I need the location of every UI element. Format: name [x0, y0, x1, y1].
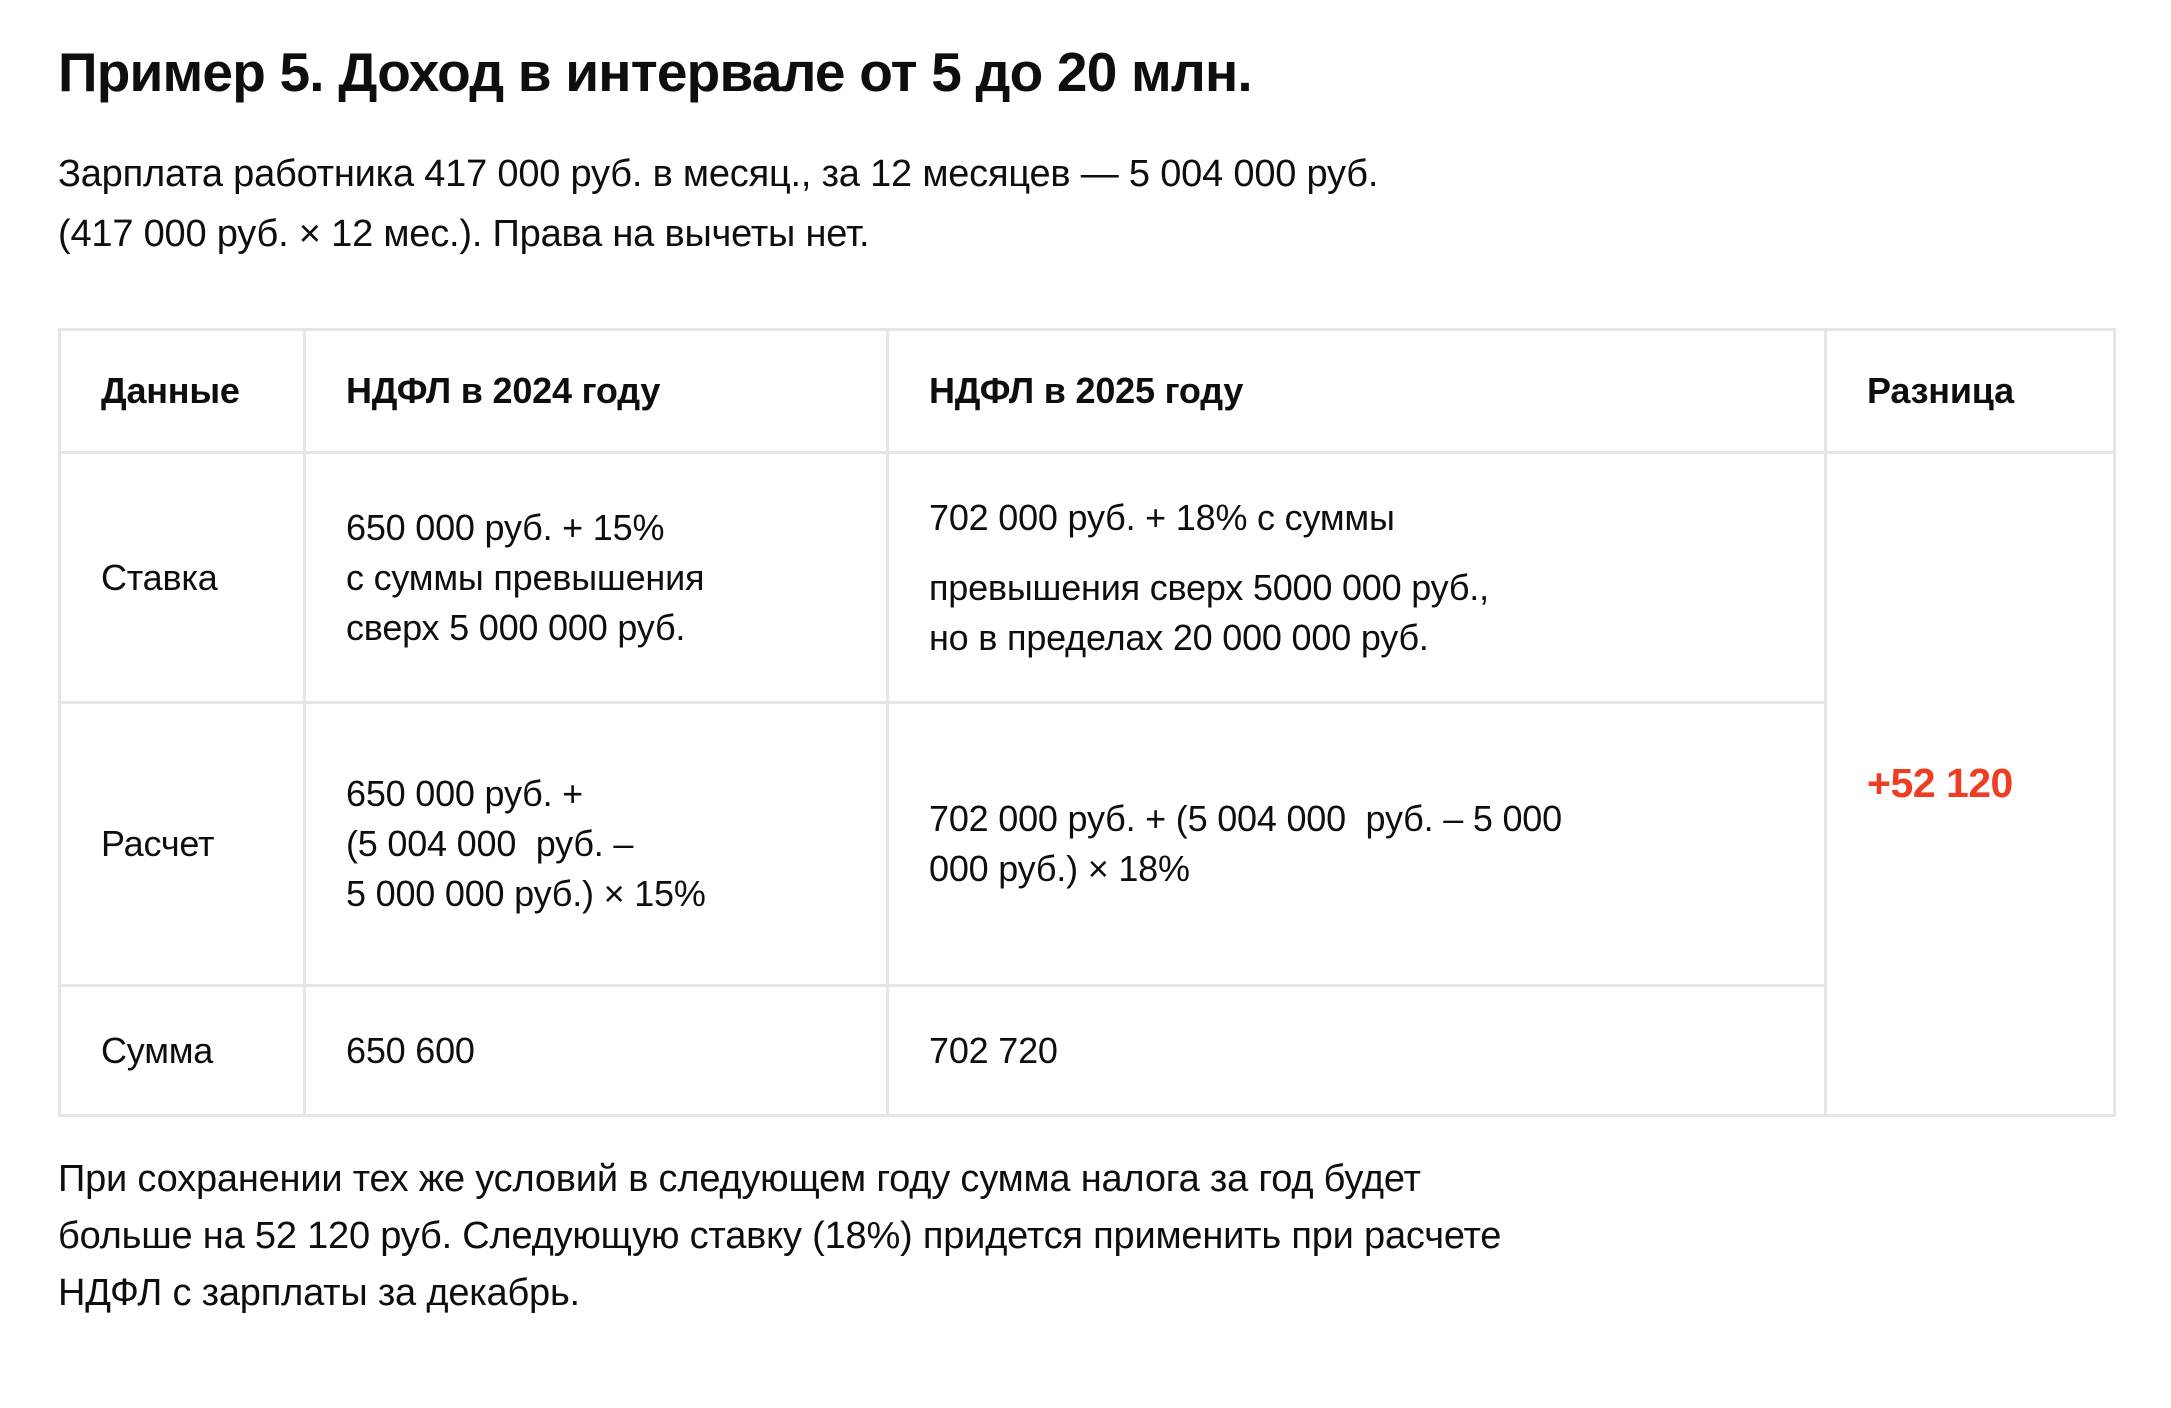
cell-summa-2025: 702 720 — [886, 984, 1827, 1117]
row-label-raschet: Расчет — [58, 701, 306, 987]
cell-stavka-2025: 702 000 руб. + 18% с суммы превышения св… — [886, 451, 1827, 704]
difference-value: +52 120 — [1867, 760, 2013, 806]
row-label-stavka: Ставка — [58, 451, 306, 704]
closing-paragraph: При сохранении тех же условий в следующе… — [58, 1158, 1502, 1314]
intro-paragraph: Зарплата работника 417 000 руб. в месяц.… — [58, 153, 1379, 255]
cell-difference: +52 120 — [1824, 451, 2116, 1117]
header-cell-difference: Разница — [1824, 328, 2116, 454]
header-cell-ndfl-2024: НДФЛ в 2024 году — [303, 328, 889, 454]
cell-stavka-2025-paragraph-1: 702 000 руб. + 18% с суммы — [929, 496, 1395, 538]
cell-raschet-2025: 702 000 руб. + (5 004 000 руб. – 5 000 0… — [886, 701, 1827, 987]
table-row-summa: Сумма 650 600 702 720 — [58, 984, 2115, 1117]
table-row-raschet: Расчет 650 000 руб. + (5 004 000 руб. – … — [58, 701, 2115, 987]
table-row-stavka: Ставка 650 000 руб. + 15% с суммы превыш… — [58, 451, 2116, 1117]
cell-summa-2024: 650 600 — [303, 984, 889, 1117]
header-cell-data: Данные — [58, 328, 306, 454]
cell-stavka-2025-paragraph-2: превышения сверх 5000 000 руб., но в пре… — [929, 566, 1489, 658]
table-header-row: Данные НДФЛ в 2024 году НДФЛ в 2025 году… — [58, 328, 2116, 454]
header-cell-ndfl-2025: НДФЛ в 2025 году — [886, 328, 1827, 454]
cell-stavka-2024: 650 000 руб. + 15% с суммы превышения св… — [303, 451, 889, 704]
page-title: Пример 5. Доход в интервале от 5 до 20 м… — [58, 41, 1253, 103]
cell-raschet-2024: 650 000 руб. + (5 004 000 руб. – 5 000 0… — [303, 701, 889, 987]
tax-comparison-table: Данные НДФЛ в 2024 году НДФЛ в 2025 году… — [58, 328, 2116, 1117]
row-label-summa: Сумма — [58, 984, 306, 1117]
